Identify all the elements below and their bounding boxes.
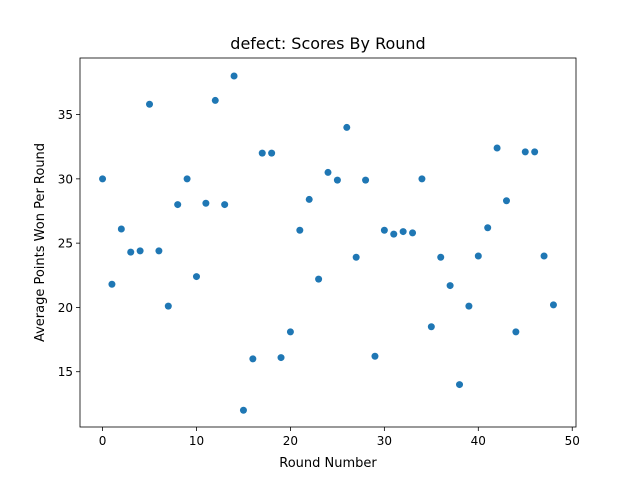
data-point bbox=[474, 252, 482, 260]
data-point bbox=[108, 280, 116, 288]
data-point bbox=[164, 302, 172, 310]
data-point bbox=[296, 226, 304, 234]
data-point bbox=[127, 248, 135, 256]
data-point bbox=[286, 328, 294, 336]
x-tick-label: 10 bbox=[189, 434, 204, 448]
data-point bbox=[230, 72, 238, 80]
data-point bbox=[502, 197, 510, 205]
data-point bbox=[352, 253, 360, 261]
data-point bbox=[183, 175, 191, 183]
data-point bbox=[390, 230, 398, 238]
data-point bbox=[437, 253, 445, 261]
data-point bbox=[174, 201, 182, 209]
y-axis-label: Average Points Won Per Round bbox=[33, 143, 48, 342]
data-point bbox=[315, 275, 323, 283]
data-point bbox=[117, 225, 125, 233]
x-axis-ticks: 0 10 20 30 40 50 bbox=[99, 427, 580, 448]
data-point bbox=[343, 123, 351, 131]
y-tick-label: 35 bbox=[58, 108, 73, 122]
data-point bbox=[192, 273, 200, 281]
data-point bbox=[446, 282, 454, 290]
data-point bbox=[277, 354, 285, 362]
y-tick-label: 20 bbox=[58, 301, 73, 315]
x-tick-label: 30 bbox=[377, 434, 392, 448]
data-point bbox=[239, 406, 247, 414]
data-point bbox=[399, 228, 407, 236]
data-point bbox=[258, 149, 266, 157]
x-axis-label: Round Number bbox=[279, 456, 377, 471]
data-point bbox=[418, 175, 426, 183]
data-point bbox=[305, 195, 313, 203]
data-points bbox=[99, 72, 557, 414]
y-tick-label: 30 bbox=[58, 172, 73, 186]
data-point bbox=[512, 328, 520, 336]
x-tick-label: 0 bbox=[99, 434, 107, 448]
data-point bbox=[362, 176, 370, 184]
data-point bbox=[136, 247, 144, 255]
data-point bbox=[99, 175, 107, 183]
data-point bbox=[456, 381, 464, 389]
data-point bbox=[371, 352, 379, 360]
data-point bbox=[146, 100, 154, 108]
y-axis-ticks: 15 20 25 30 35 bbox=[58, 108, 80, 379]
data-point bbox=[333, 176, 341, 184]
data-point bbox=[465, 302, 473, 310]
y-tick-label: 15 bbox=[58, 365, 73, 379]
data-point bbox=[249, 355, 257, 363]
data-point bbox=[531, 148, 539, 156]
data-point bbox=[409, 229, 417, 237]
data-point bbox=[268, 149, 276, 157]
data-point bbox=[549, 301, 557, 309]
data-point bbox=[380, 226, 388, 234]
data-point bbox=[324, 168, 332, 176]
x-tick-label: 20 bbox=[283, 434, 298, 448]
plot-area-frame bbox=[79, 57, 577, 428]
data-point bbox=[211, 96, 219, 104]
data-point bbox=[540, 252, 548, 260]
data-point bbox=[202, 199, 210, 207]
data-point bbox=[427, 323, 435, 331]
y-tick-label: 25 bbox=[58, 237, 73, 251]
x-tick-label: 40 bbox=[471, 434, 486, 448]
chart-title: defect: Scores By Round bbox=[230, 34, 425, 53]
data-point bbox=[155, 247, 163, 255]
data-point bbox=[484, 224, 492, 232]
data-point bbox=[521, 148, 529, 156]
data-point bbox=[221, 201, 229, 209]
x-tick-label: 50 bbox=[565, 434, 580, 448]
data-point bbox=[493, 144, 501, 152]
